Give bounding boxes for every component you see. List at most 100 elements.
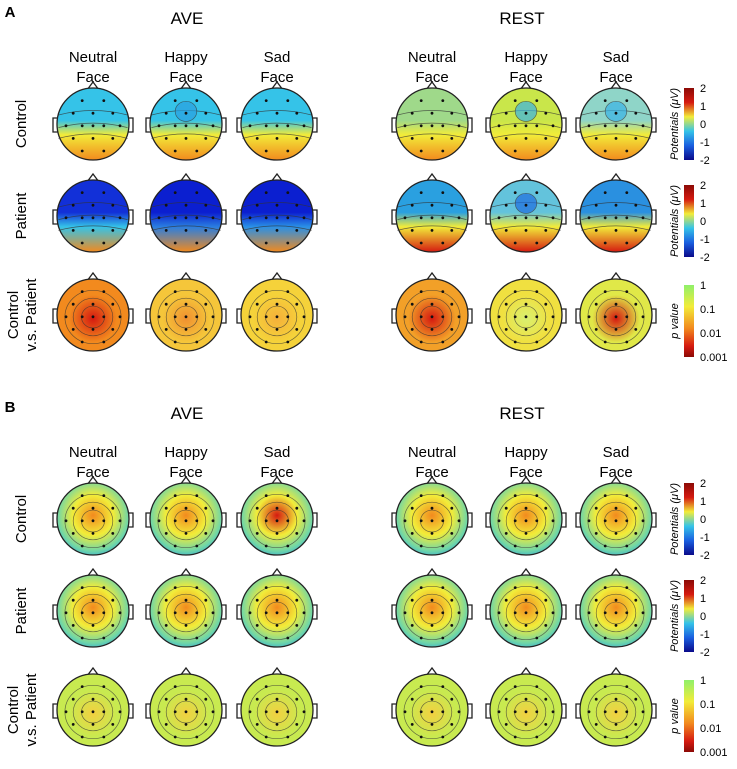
row-label: Patient (13, 192, 30, 240)
row-label: v.s. Patient (23, 278, 40, 352)
potential-colorbar-tick: 2 (700, 180, 706, 192)
topomap (391, 172, 473, 253)
column-label: Face (599, 464, 632, 481)
topomap (485, 475, 567, 556)
pvalue-colorbar-tick: 0.01 (700, 723, 721, 735)
potential-colorbar-label: Potentials (μV) (669, 580, 681, 652)
panel-letter: A (5, 4, 16, 21)
topomap (236, 567, 318, 648)
potential-colorbar (684, 580, 694, 652)
potential-colorbar-label: Potentials (μV) (669, 185, 681, 257)
column-label: Face (76, 69, 109, 86)
topomap (236, 475, 318, 556)
column-label: Face (260, 69, 293, 86)
potential-colorbar-tick: 1 (700, 496, 706, 508)
topomap (236, 666, 318, 747)
row-label: Control (5, 291, 22, 339)
pvalue-colorbar-tick: 0.001 (700, 747, 728, 759)
column-label: Neutral (69, 444, 117, 461)
group-title: AVE (171, 404, 204, 423)
potential-colorbar-tick: -1 (700, 137, 710, 149)
potential-colorbar-tick: 2 (700, 478, 706, 490)
group-title: REST (499, 9, 544, 28)
pvalue-colorbar-label: p value (669, 698, 681, 734)
column-label: Face (415, 464, 448, 481)
topomap (485, 567, 567, 648)
pvalue-colorbar-tick: 1 (700, 280, 706, 292)
row-label: Control (13, 495, 30, 543)
topomap (391, 475, 473, 556)
column-label: Neutral (408, 49, 456, 66)
pvalue-colorbar (684, 285, 694, 357)
potential-colorbar-tick: -1 (700, 234, 710, 246)
column-label: Neutral (69, 49, 117, 66)
topomap (575, 567, 657, 648)
potential-colorbar-tick: -2 (700, 550, 710, 562)
topomap (575, 80, 657, 161)
column-label: Face (260, 464, 293, 481)
potential-colorbar-tick: 0 (700, 514, 706, 526)
potential-colorbar-tick: 1 (700, 593, 706, 605)
potential-colorbar (684, 185, 694, 257)
topomap (485, 80, 567, 161)
column-label: Face (509, 464, 542, 481)
column-label: Face (169, 464, 202, 481)
column-label: Happy (504, 444, 548, 461)
potential-colorbar-tick: -2 (700, 647, 710, 659)
column-label: Happy (164, 444, 208, 461)
pvalue-colorbar-tick: 0.1 (700, 699, 715, 711)
potential-colorbar-tick: 0 (700, 611, 706, 623)
column-label: Face (415, 69, 448, 86)
row-label: Control (13, 100, 30, 148)
topomap (575, 172, 657, 253)
topomap (575, 475, 657, 556)
potential-colorbar-tick: 1 (700, 198, 706, 210)
group-title: AVE (171, 9, 204, 28)
topomap (575, 271, 657, 352)
column-label: Face (76, 464, 109, 481)
column-label: Happy (164, 49, 208, 66)
column-label: Sad (603, 444, 630, 461)
topomap (236, 80, 318, 161)
topomap (145, 567, 227, 648)
topomap (52, 567, 134, 648)
column-label: Sad (264, 444, 291, 461)
topomap (145, 172, 227, 253)
pvalue-colorbar (684, 680, 694, 752)
topomap (52, 666, 134, 747)
topomap (236, 271, 318, 352)
potential-colorbar (684, 483, 694, 555)
topomap (391, 271, 473, 352)
column-label: Happy (504, 49, 548, 66)
pvalue-colorbar-tick: 0.001 (700, 352, 728, 364)
topomap (485, 172, 567, 253)
column-label: Face (509, 69, 542, 86)
pvalue-colorbar-tick: 0.1 (700, 304, 715, 316)
row-label: Patient (13, 587, 30, 635)
pvalue-colorbar-tick: 0.01 (700, 328, 721, 340)
topomap (485, 666, 567, 747)
group-title: REST (499, 404, 544, 423)
topomap (391, 567, 473, 648)
topomap (391, 80, 473, 161)
topomap (485, 271, 567, 352)
column-label: Neutral (408, 444, 456, 461)
topomap (236, 172, 318, 253)
potential-colorbar-tick: 1 (700, 101, 706, 113)
potential-colorbar-label: Potentials (μV) (669, 483, 681, 555)
topomap (391, 666, 473, 747)
pvalue-colorbar-label: p value (669, 303, 681, 339)
topomap (52, 475, 134, 556)
potential-colorbar-tick: 2 (700, 575, 706, 587)
potential-colorbar-tick: 0 (700, 119, 706, 131)
topomap (575, 666, 657, 747)
potential-colorbar-tick: 2 (700, 83, 706, 95)
topomap (52, 80, 134, 161)
potential-colorbar-tick: -2 (700, 252, 710, 264)
pvalue-colorbar-tick: 1 (700, 675, 706, 687)
topomap (145, 475, 227, 556)
potential-colorbar-tick: -2 (700, 155, 710, 167)
potential-colorbar-tick: -1 (700, 629, 710, 641)
row-label: Control (5, 686, 22, 734)
topomap (145, 666, 227, 747)
